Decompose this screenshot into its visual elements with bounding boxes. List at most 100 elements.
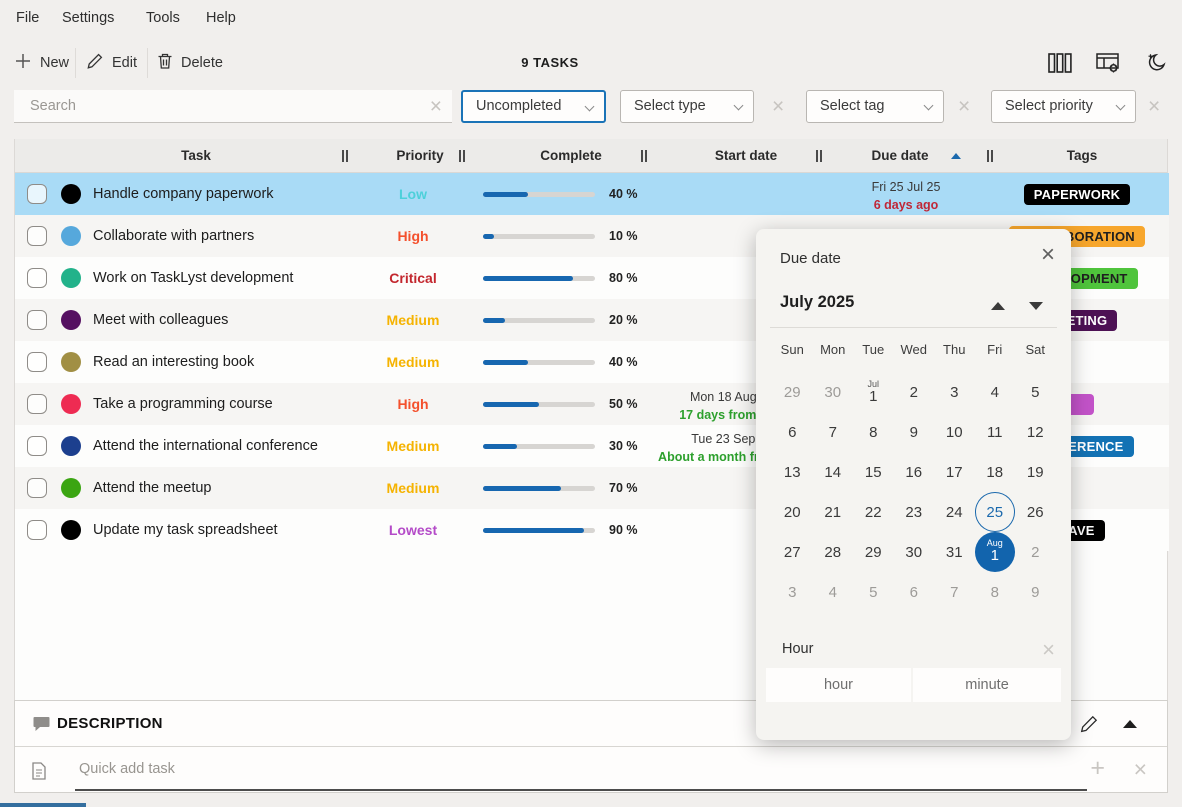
delete-task-label: Delete xyxy=(181,55,223,71)
calendar-day[interactable]: 15 xyxy=(864,463,882,481)
calendar-day-outlined[interactable]: 25 xyxy=(974,492,1015,532)
calendar-day[interactable]: 8 xyxy=(869,423,878,441)
calendar-day[interactable]: 21 xyxy=(824,503,842,521)
calendar-day[interactable]: 6 xyxy=(788,423,797,441)
calendar-day[interactable]: 29 xyxy=(783,383,801,401)
quick-add-input[interactable] xyxy=(77,756,1017,782)
column-header-start-date[interactable]: Start date xyxy=(714,148,778,163)
tag-filter-select[interactable]: Select tag xyxy=(806,90,944,123)
table-row[interactable]: Handle company paperwork Low 40 % Fri 25… xyxy=(15,173,1169,215)
edit-task-button[interactable]: Edit xyxy=(86,42,137,84)
row-checkbox[interactable] xyxy=(27,310,47,330)
calendar-day[interactable]: 31 xyxy=(945,543,963,561)
priority-filter-select[interactable]: Select priority xyxy=(991,90,1136,123)
month-start-label: Jul xyxy=(867,378,879,389)
calendar-day[interactable]: 7 xyxy=(950,583,959,601)
calendar-day[interactable]: 27 xyxy=(783,543,801,561)
calendar-day[interactable]: 7 xyxy=(828,423,837,441)
type-filter-clear-icon[interactable]: × xyxy=(772,95,785,118)
calendar-day[interactable]: 10 xyxy=(945,423,963,441)
tag-filter-clear-icon[interactable]: × xyxy=(958,95,971,118)
calendar-day[interactable]: 13 xyxy=(783,463,801,481)
calendar-day[interactable]: 2 xyxy=(1031,543,1040,561)
menu-tools[interactable]: Tools xyxy=(146,10,180,26)
calendar-day[interactable]: 5 xyxy=(869,583,878,601)
calendar-day[interactable]: 11 xyxy=(986,423,1003,441)
column-header-tags[interactable]: Tags xyxy=(1066,148,1098,163)
quick-add-submit-icon[interactable]: + xyxy=(1090,754,1105,782)
minute-input[interactable] xyxy=(913,668,1061,702)
calendar-day[interactable]: 3 xyxy=(788,583,797,601)
calendar-day[interactable]: 8 xyxy=(990,583,999,601)
row-checkbox[interactable] xyxy=(27,268,47,288)
calendar-day[interactable]: 14 xyxy=(824,463,842,481)
calendar-day-selected[interactable]: Aug 1 xyxy=(974,532,1015,572)
progress-bar xyxy=(483,402,595,407)
calendar-day[interactable]: 9 xyxy=(1031,583,1040,601)
status-filter-select[interactable]: Uncompleted xyxy=(461,90,606,123)
calendar-day[interactable]: 30 xyxy=(824,383,842,401)
collapse-panel-icon[interactable] xyxy=(1123,720,1137,728)
table-settings-icon[interactable] xyxy=(1096,52,1120,74)
calendar-day[interactable]: Jul 1 xyxy=(867,378,879,405)
column-resize-handle[interactable] xyxy=(815,150,823,162)
hour-input[interactable] xyxy=(766,668,911,702)
calendar-day[interactable]: 17 xyxy=(945,463,963,481)
calendar-day[interactable]: 23 xyxy=(905,503,923,521)
row-checkbox[interactable] xyxy=(27,184,47,204)
row-checkbox[interactable] xyxy=(27,478,47,498)
calendar-day[interactable]: 24 xyxy=(945,503,963,521)
calendar-day[interactable]: 19 xyxy=(1026,463,1044,481)
row-checkbox[interactable] xyxy=(27,394,47,414)
column-resize-handle[interactable] xyxy=(341,150,349,162)
column-resize-handle[interactable] xyxy=(986,150,994,162)
column-header-due-date[interactable]: Due date xyxy=(871,148,929,163)
calendar-day[interactable]: 12 xyxy=(1026,423,1044,441)
calendar-day[interactable]: 2 xyxy=(909,383,918,401)
calendar-day[interactable]: 20 xyxy=(783,503,801,521)
new-task-button[interactable]: New xyxy=(14,42,69,84)
menu-help[interactable]: Help xyxy=(206,10,236,26)
previous-month-icon[interactable] xyxy=(991,302,1005,310)
calendar-day[interactable]: 18 xyxy=(986,463,1004,481)
edit-description-pencil-icon[interactable] xyxy=(1079,714,1099,739)
column-resize-handle[interactable] xyxy=(458,150,466,162)
tag-badge[interactable]: PAPERWORK xyxy=(1023,183,1131,205)
calendar-day[interactable]: 28 xyxy=(824,543,842,561)
calendar-day[interactable]: 9 xyxy=(909,423,918,441)
calendar-day[interactable]: 29 xyxy=(864,543,882,561)
calendar-day[interactable]: 6 xyxy=(909,583,918,601)
search-clear-icon[interactable]: × xyxy=(429,95,442,118)
column-header-task[interactable]: Task xyxy=(181,148,211,163)
calendar-day[interactable]: 30 xyxy=(905,543,923,561)
clear-time-icon[interactable]: × xyxy=(1042,637,1055,662)
calendar-day[interactable]: 26 xyxy=(1026,503,1044,521)
search-input[interactable] xyxy=(28,94,418,118)
calendar-day[interactable]: 22 xyxy=(864,503,882,521)
row-checkbox[interactable] xyxy=(27,520,47,540)
menu-settings[interactable]: Settings xyxy=(62,10,115,26)
type-filter-select[interactable]: Select type xyxy=(620,90,754,123)
task-title: Take a programming course xyxy=(93,396,273,412)
column-header-priority[interactable]: Priority xyxy=(396,148,444,163)
calendar-day[interactable]: 16 xyxy=(905,463,923,481)
dark-mode-icon[interactable] xyxy=(1144,52,1168,74)
calendar-day[interactable]: 4 xyxy=(990,383,999,401)
row-checkbox[interactable] xyxy=(27,436,47,456)
close-icon[interactable]: × xyxy=(1040,241,1055,268)
menu-file[interactable]: File xyxy=(16,10,40,26)
calendar-day[interactable]: 5 xyxy=(1031,383,1040,401)
next-month-icon[interactable] xyxy=(1029,302,1043,310)
row-checkbox[interactable] xyxy=(27,352,47,372)
row-checkbox[interactable] xyxy=(27,226,47,246)
progress-bar xyxy=(483,444,595,449)
calendar-day[interactable]: 4 xyxy=(828,583,837,601)
column-resize-handle[interactable] xyxy=(640,150,648,162)
calendar-day[interactable]: 3 xyxy=(950,383,959,401)
delete-task-button[interactable]: Delete xyxy=(157,42,223,84)
sort-ascending-icon xyxy=(951,153,961,159)
column-header-complete[interactable]: Complete xyxy=(540,148,602,163)
kanban-columns-icon[interactable] xyxy=(1048,53,1072,73)
priority-filter-clear-icon[interactable]: × xyxy=(1148,95,1161,118)
quick-add-clear-icon[interactable]: × xyxy=(1133,756,1147,782)
